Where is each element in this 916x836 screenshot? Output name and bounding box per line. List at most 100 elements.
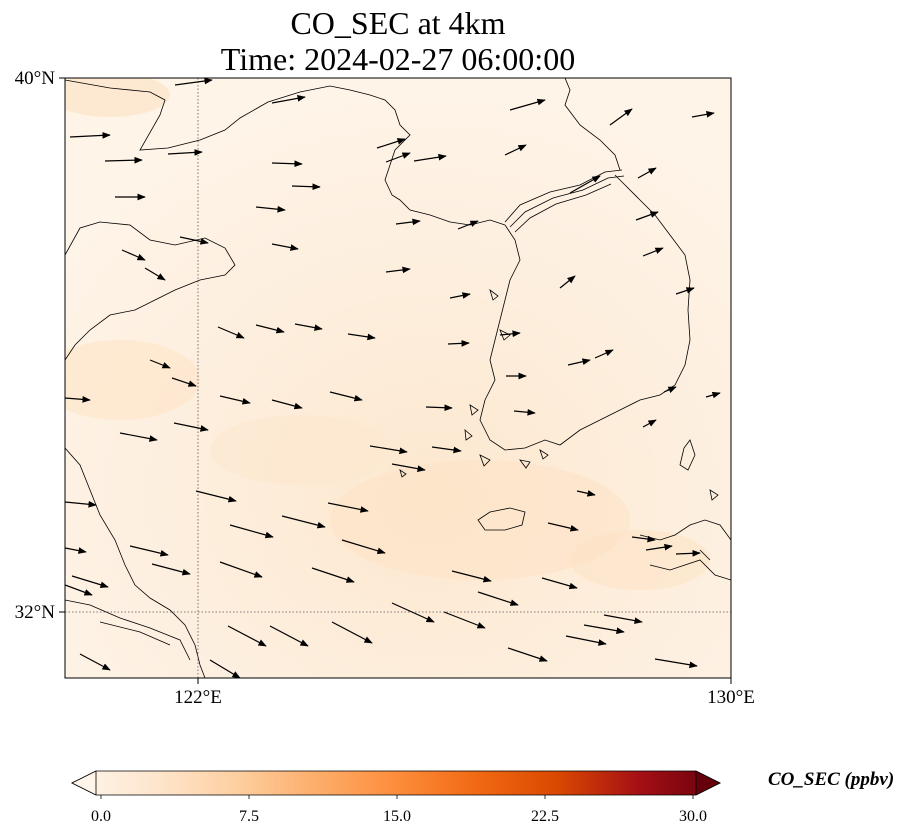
wind-vector — [654, 658, 698, 669]
colorbar: 0.0 7.5 15.0 22.5 30.0 — [71, 770, 721, 825]
wind-vector — [173, 422, 209, 432]
wind-vector — [637, 167, 657, 179]
wind-vector — [385, 266, 411, 274]
wind-vector — [431, 446, 462, 454]
wind-vector — [271, 399, 303, 410]
wind-vector — [179, 236, 209, 245]
wind-vector — [499, 330, 521, 338]
wind-vector — [635, 211, 659, 221]
wind-vector — [65, 547, 87, 554]
wind-vector — [129, 545, 169, 557]
wind-vector — [513, 408, 536, 416]
wind-vector — [71, 575, 109, 589]
wind-vector — [705, 391, 721, 399]
wind-vector — [65, 396, 91, 403]
jeju-island — [477, 507, 526, 531]
yangtze-estuary — [65, 599, 191, 661]
wind-vector — [675, 549, 701, 557]
axis-ticks — [59, 77, 732, 684]
wind-vector — [171, 377, 197, 387]
wind-vector — [565, 635, 607, 646]
wind-vector — [567, 358, 591, 366]
wind-vector — [347, 333, 376, 341]
wind-vector — [217, 326, 245, 339]
gridlines — [65, 78, 731, 678]
wind-vector — [144, 267, 166, 281]
coastline-korea-north — [564, 78, 621, 171]
coastline-shandong — [65, 221, 236, 361]
wind-vector — [631, 535, 656, 543]
wind-vector — [507, 647, 548, 662]
wind-vector — [121, 249, 146, 261]
wind-vector — [395, 218, 421, 226]
wind-vector — [576, 490, 596, 497]
wind-vector — [271, 95, 306, 104]
colorbar-tick-0: 0.0 — [91, 808, 111, 825]
wind-vector — [603, 614, 643, 624]
wind-vector — [174, 78, 213, 86]
wind-vector — [477, 591, 519, 606]
coastlines — [65, 78, 731, 678]
lat-tick-label-32n: 32°N — [15, 602, 56, 623]
wind-vector — [583, 624, 625, 635]
korea-dmz-border — [504, 169, 625, 233]
wind-vector — [209, 659, 241, 678]
wind-vector — [104, 156, 143, 164]
wind-vector — [663, 386, 677, 394]
colorbar-tick-3: 22.5 — [531, 808, 559, 825]
wind-vector — [385, 152, 411, 163]
wind-vector — [609, 108, 633, 126]
wind-vector — [219, 561, 263, 578]
wind-vector — [65, 584, 93, 596]
wind-vector — [691, 111, 715, 118]
wind-vector — [547, 522, 579, 532]
wind-vector — [327, 502, 369, 513]
wind-vector — [645, 543, 673, 551]
wind-vector — [269, 625, 309, 647]
wind-vector — [569, 175, 601, 194]
wind-vector — [447, 340, 470, 347]
map-frame — [64, 77, 732, 679]
wind-vector — [443, 611, 486, 629]
wind-vector — [219, 395, 251, 405]
wind-vector — [291, 183, 321, 191]
wind-vector — [369, 445, 408, 455]
wind-vector — [449, 292, 471, 299]
wind-vector — [119, 432, 158, 442]
map-title: CO_SEC at 4km — [290, 5, 506, 41]
wind-vector — [281, 515, 326, 529]
map-subtitle-time: Time: 2024-02-27 06:00:00 — [220, 41, 576, 77]
wind-vector — [509, 98, 546, 111]
wind-vector — [391, 602, 435, 623]
colorbar-extend-min — [71, 770, 97, 796]
lat-tick-label-40n: 40°N — [15, 68, 56, 89]
wind-vector — [642, 419, 657, 428]
wind-vector — [229, 524, 274, 539]
colorbar-tick-1: 7.5 — [239, 808, 259, 825]
wind-vector — [255, 205, 286, 213]
wind-vector — [413, 153, 447, 162]
wind-vector — [149, 359, 171, 369]
coastline-jiangsu — [65, 447, 206, 678]
wind-vector — [331, 621, 373, 644]
lon-tick-label-122e: 122°E — [174, 687, 222, 708]
wind-vector — [271, 160, 303, 168]
wind-vector — [675, 287, 695, 295]
colorbar-tick-4: 30.0 — [679, 808, 707, 825]
wind-vector — [195, 490, 237, 503]
wind-vector — [79, 653, 111, 671]
wind-vector — [642, 247, 664, 257]
wind-vector — [504, 144, 527, 156]
wind-vector — [425, 404, 453, 412]
korea-islands — [399, 288, 549, 478]
colorbar-tick-2: 15.0 — [383, 808, 411, 825]
wind-vector — [271, 243, 299, 251]
wind-vector — [457, 220, 479, 230]
wind-vector — [227, 625, 267, 647]
wind-vector — [594, 349, 614, 359]
wind-vector — [541, 577, 578, 590]
wind-vectors — [65, 78, 721, 678]
wind-vector — [69, 132, 111, 139]
wind-vector — [559, 275, 576, 289]
